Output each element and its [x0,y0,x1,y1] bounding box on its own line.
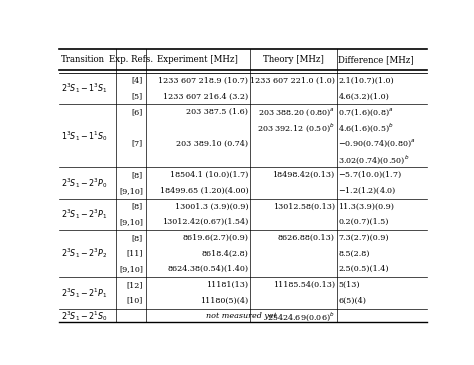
Text: [8]: [8] [132,171,143,179]
Text: Difference [MHz]: Difference [MHz] [338,55,414,65]
Text: 11180(5)(4): 11180(5)(4) [200,297,248,305]
Text: [9,10]: [9,10] [119,187,143,195]
Text: 18499.65 (1.20)(4.00): 18499.65 (1.20)(4.00) [160,187,248,195]
Text: 8618.4(2.8): 8618.4(2.8) [201,250,248,258]
Text: $-$1.2(1.2)(4.0): $-$1.2(1.2)(4.0) [338,185,397,196]
Text: 4.6(3.2)(1.0): 4.6(3.2)(1.0) [338,92,389,100]
Text: $1^3S_1 - 1^1S_0$: $1^3S_1 - 1^1S_0$ [61,129,108,143]
Text: 1233 607 216.4 (3.2): 1233 607 216.4 (3.2) [163,92,248,100]
Text: not measured yet: not measured yet [206,312,276,320]
Text: $2^3S_1 - 2^1S_0$: $2^3S_1 - 2^1S_0$ [61,310,108,323]
Text: [7]: [7] [132,139,143,147]
Text: 0.2(0.7)(1.5): 0.2(0.7)(1.5) [338,218,389,226]
Text: [8]: [8] [132,202,143,210]
Text: 1233 607 218.9 (10.7): 1233 607 218.9 (10.7) [158,77,248,85]
Text: $2^3S_1 - 2^1P_1$: $2^3S_1 - 2^1P_1$ [61,286,107,300]
Text: 13012.58(0.13): 13012.58(0.13) [273,202,335,210]
Text: [9,10]: [9,10] [119,218,143,226]
Text: 11.3(3.9)(0.9): 11.3(3.9)(0.9) [338,202,394,210]
Text: 203 389.10 (0.74): 203 389.10 (0.74) [176,139,248,147]
Text: 8.5(2.8): 8.5(2.8) [338,250,370,258]
Text: 2.5(0.5)(1.4): 2.5(0.5)(1.4) [338,265,389,273]
Text: [9,10]: [9,10] [119,265,143,273]
Text: $-$0.90(0.74)(0.80)$^{a}$: $-$0.90(0.74)(0.80)$^{a}$ [338,138,416,149]
Text: $2^3S_1 - 1^3S_1$: $2^3S_1 - 1^3S_1$ [61,81,108,95]
Text: 203 387.5 (1.6): 203 387.5 (1.6) [186,108,248,116]
Text: 4.6(1.6)(0.5)$^{b}$: 4.6(1.6)(0.5)$^{b}$ [338,122,394,134]
Text: 18504.1 (10.0)(1.7): 18504.1 (10.0)(1.7) [170,171,248,179]
Text: Theory [MHz]: Theory [MHz] [263,55,324,65]
Text: 8626.88(0.13): 8626.88(0.13) [278,234,335,242]
Text: [6]: [6] [132,108,143,116]
Text: 203 392.12 (0.50)$^{b}$: 203 392.12 (0.50)$^{b}$ [257,122,335,134]
Text: $2^3S_1 - 2^3P_2$: $2^3S_1 - 2^3P_2$ [61,247,107,261]
Text: 11185.54(0.13): 11185.54(0.13) [273,281,335,289]
Text: [10]: [10] [127,297,143,305]
Text: Transition: Transition [61,55,105,65]
Text: Experiment [MHz]: Experiment [MHz] [157,55,238,65]
Text: 8619.6(2.7)(0.9): 8619.6(2.7)(0.9) [182,234,248,242]
Text: [8]: [8] [132,234,143,242]
Text: 13012.42(0.67)(1.54): 13012.42(0.67)(1.54) [162,218,248,226]
Text: 7.3(2.7)(0.9): 7.3(2.7)(0.9) [338,234,389,242]
Text: Exp. Refs.: Exp. Refs. [109,55,153,65]
Text: 203 388.20 (0.80)$^{a}$: 203 388.20 (0.80)$^{a}$ [258,106,335,118]
Text: $2^3S_1 - 2^3P_1$: $2^3S_1 - 2^3P_1$ [61,207,107,221]
Text: 0.7(1.6)(0.8)$^{a}$: 0.7(1.6)(0.8)$^{a}$ [338,106,394,118]
Text: 3.02(0.74)(0.50)$^{b}$: 3.02(0.74)(0.50)$^{b}$ [338,153,410,166]
Text: [12]: [12] [127,281,143,289]
Text: 13001.3 (3.9)(0.9): 13001.3 (3.9)(0.9) [175,202,248,210]
Text: $2^3S_1 - 2^3P_0$: $2^3S_1 - 2^3P_0$ [61,176,108,190]
Text: 2.1(10.7)(1.0): 2.1(10.7)(1.0) [338,77,394,85]
Text: 6(5)(4): 6(5)(4) [338,297,366,305]
Text: 5(13): 5(13) [338,281,360,289]
Text: 8624.38(0.54)(1.40): 8624.38(0.54)(1.40) [167,265,248,273]
Text: 1233 607 221.0 (1.0): 1233 607 221.0 (1.0) [250,77,335,85]
Text: [11]: [11] [127,250,143,258]
Text: 18498.42(0.13): 18498.42(0.13) [273,171,335,179]
Text: $-$5.7(10.0)(1.7): $-$5.7(10.0)(1.7) [338,170,402,180]
Text: 25424.69(0.06)$^{b}$: 25424.69(0.06)$^{b}$ [267,310,335,323]
Text: 11181(13): 11181(13) [206,281,248,289]
Text: [5]: [5] [132,92,143,100]
Text: [4]: [4] [132,77,143,85]
